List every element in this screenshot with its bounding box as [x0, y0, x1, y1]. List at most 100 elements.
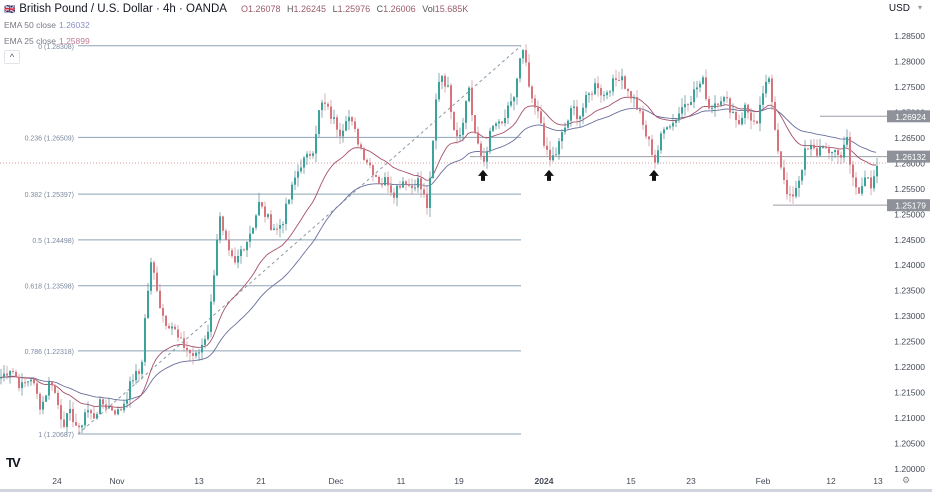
candle-body	[783, 167, 785, 180]
low-label: L	[332, 4, 338, 14]
candle-body	[438, 81, 440, 100]
candle-body	[393, 192, 395, 198]
price-label-box[interactable]	[887, 110, 930, 123]
candle-body	[633, 96, 635, 99]
candle-body	[99, 399, 101, 415]
candle-body	[666, 127, 668, 130]
fib-level-label: 0.5 (1.24498)	[32, 238, 74, 245]
candle-body	[432, 140, 434, 178]
candle-body	[45, 395, 47, 402]
candle-body	[840, 155, 842, 158]
candle-body	[384, 177, 386, 186]
candle-body	[726, 97, 728, 99]
ema50-label: EMA 50 close	[4, 20, 56, 30]
candle-body	[321, 102, 323, 111]
price-axis-tick: 1.26000	[894, 158, 925, 168]
volume-label: Vol	[422, 4, 435, 14]
candle-body	[708, 99, 710, 109]
candle-body	[531, 86, 533, 99]
tradingview-logo[interactable]: TV	[6, 455, 21, 470]
candle-body	[774, 101, 776, 130]
candle-body	[354, 121, 356, 129]
symbol-title[interactable]: British Pound / U.S. Dollar · 4h · OANDA	[19, 3, 227, 15]
candle-body	[702, 77, 704, 84]
candle-body	[858, 187, 860, 194]
candle-body	[3, 373, 5, 378]
candle-body	[453, 112, 455, 130]
candle-body	[864, 177, 866, 186]
candle-body	[579, 116, 581, 120]
candle-body	[609, 91, 611, 93]
candle-body	[723, 97, 725, 102]
candle-body	[684, 104, 686, 108]
candle-body	[273, 228, 275, 231]
chart-legend: 🇬🇧 British Pound / U.S. Dollar · 4h · OA…	[4, 2, 468, 64]
candle-body	[765, 81, 767, 94]
candle-body	[363, 148, 365, 160]
indicator-ema50[interactable]: EMA 50 close 1.26032	[4, 18, 468, 32]
candle-body	[417, 178, 419, 188]
candle-body	[192, 353, 194, 356]
candle-body	[138, 371, 140, 374]
candle-body	[24, 382, 26, 384]
candle-body	[234, 256, 236, 263]
price-axis-tick: 1.25500	[894, 184, 925, 194]
symbol-row: 🇬🇧 British Pound / U.S. Dollar · 4h · OA…	[4, 2, 468, 16]
time-axis-tick: 21	[256, 476, 266, 486]
candle-body	[630, 91, 632, 99]
candle-body	[165, 315, 167, 326]
currency-selector[interactable]: USD ▾	[889, 3, 922, 14]
candle-body	[456, 129, 458, 137]
candle-body	[507, 105, 509, 118]
candle-body	[258, 202, 260, 216]
candle-body	[741, 117, 743, 125]
candle-body	[756, 121, 758, 124]
candle-body	[795, 187, 797, 197]
price-axis[interactable]	[888, 0, 932, 489]
candle-body	[255, 215, 257, 228]
candle-body	[768, 78, 770, 82]
candle-body	[483, 155, 485, 162]
axis-settings-icon[interactable]: ⚙	[902, 475, 911, 485]
price-label-box[interactable]	[887, 150, 930, 163]
time-axis-tick: 15	[626, 476, 636, 486]
candle-body	[660, 133, 662, 151]
candle-body	[786, 179, 788, 195]
candle-body	[306, 153, 308, 158]
indicator-ema25[interactable]: EMA 25 close 1.25899	[4, 34, 468, 48]
candle-body	[516, 78, 518, 98]
candle-body	[687, 104, 689, 106]
time-axis-tick: 12	[826, 476, 836, 486]
candle-body	[324, 102, 326, 104]
candle-body	[816, 148, 818, 156]
candle-body	[186, 347, 188, 350]
candle-body	[360, 144, 362, 149]
candle-body	[762, 93, 764, 105]
candle-body	[615, 78, 617, 80]
candle-body	[180, 337, 182, 339]
candle-body	[648, 136, 650, 140]
price-axis-tick: 1.21000	[894, 413, 925, 423]
candle-body	[342, 130, 344, 137]
candle-body	[663, 129, 665, 134]
candle-body	[552, 155, 554, 161]
candle-body	[261, 202, 263, 207]
candle-body	[642, 111, 644, 125]
candle-body	[333, 117, 335, 119]
candle-body	[813, 144, 815, 149]
candle-body	[441, 75, 443, 82]
close-label: C	[376, 4, 384, 14]
candle-body	[804, 148, 806, 170]
bottom-border	[0, 489, 932, 492]
collapse-legend-button[interactable]: ^	[4, 50, 20, 64]
candle-body	[15, 371, 17, 378]
price-label-box[interactable]	[887, 199, 930, 212]
fib-level-label: 0 (1.28308)	[38, 44, 74, 51]
candle-body	[636, 96, 638, 110]
candle-body	[600, 88, 602, 96]
candle-body	[498, 121, 500, 124]
candle-body	[585, 95, 587, 108]
price-axis-tick: 1.28500	[894, 31, 925, 41]
